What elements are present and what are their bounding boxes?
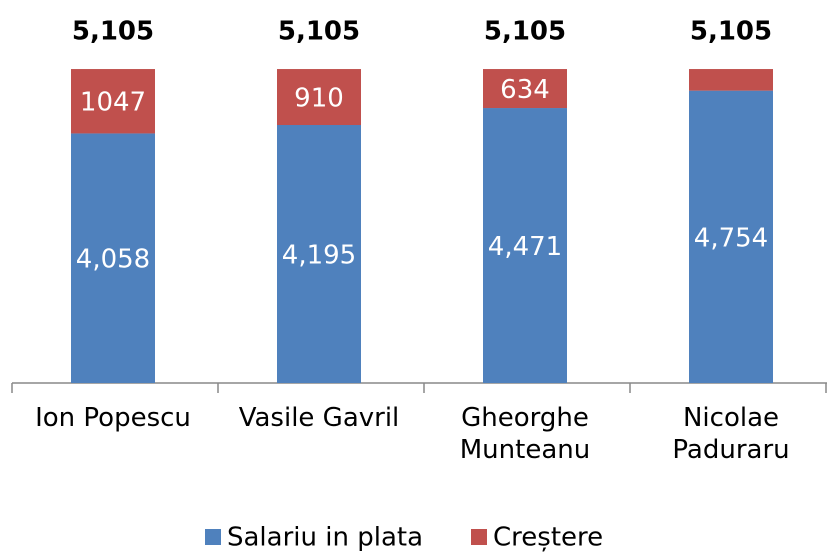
value-label: 910 <box>294 84 344 114</box>
legend-swatch <box>471 529 487 545</box>
value-label: 1047 <box>80 88 146 118</box>
legend-swatch <box>205 529 221 545</box>
total-label: 5,105 <box>278 17 360 47</box>
x-tick-label: Ion Popescu <box>35 403 191 433</box>
value-label: 4,058 <box>76 245 150 275</box>
bar-segment <box>71 69 155 134</box>
x-tick-label: Gheorghe Munteanu <box>459 403 591 465</box>
value-label: 4,754 <box>694 223 768 253</box>
legend-label: Salariu in plata <box>227 523 423 553</box>
bar-segment <box>71 133 155 383</box>
legend-label: Creștere <box>493 523 603 553</box>
total-label: 5,105 <box>72 17 154 47</box>
bar-segment <box>277 125 361 383</box>
bar-segment <box>277 69 361 126</box>
total-label: 5,105 <box>484 17 566 47</box>
bar-segment <box>689 90 773 383</box>
bar-segment <box>689 69 773 91</box>
value-label: 634 <box>500 75 550 105</box>
value-label: 4,471 <box>488 232 562 262</box>
bar-segment <box>483 108 567 383</box>
bar-segment <box>483 69 567 109</box>
total-label: 5,105 <box>690 17 772 47</box>
x-tick-label: Nicolae Paduraru <box>672 403 790 465</box>
x-tick-label: Vasile Gavril <box>238 403 400 433</box>
value-label: 4,195 <box>282 241 356 271</box>
